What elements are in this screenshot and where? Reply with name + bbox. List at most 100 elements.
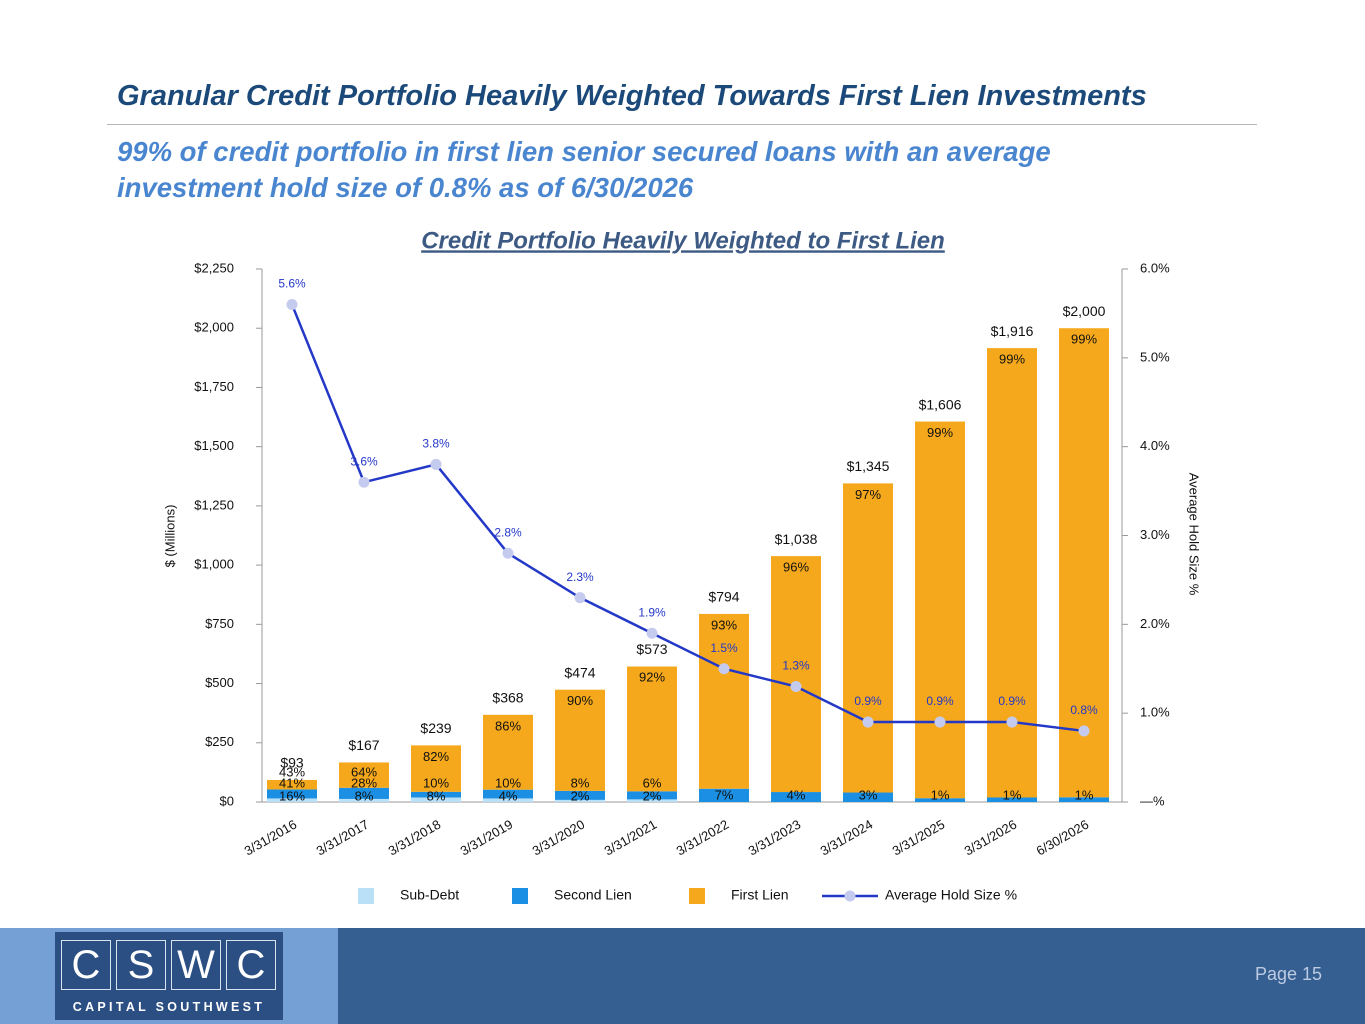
logo-letter: W — [171, 940, 221, 990]
share-label: 1% — [1075, 787, 1094, 802]
y-tick-label: $2,000 — [194, 320, 234, 335]
bar-segment — [987, 797, 1037, 802]
bar-segment — [771, 792, 821, 802]
logo-letter: C — [61, 940, 111, 990]
legend-label: Sub-Debt — [400, 887, 459, 903]
x-tick-label: 6/30/2026 — [1034, 817, 1092, 859]
bar-segment — [411, 791, 461, 798]
total-label: $1,916 — [991, 323, 1034, 339]
page-number: Page 15 — [1254, 964, 1322, 984]
bar-segment — [339, 798, 389, 802]
x-tick-label: 3/31/2016 — [242, 817, 300, 859]
share-label: 2% — [643, 788, 662, 803]
logo-letter: S — [116, 940, 166, 990]
bar-segment — [267, 798, 317, 802]
bar-segment — [843, 792, 893, 802]
legend-swatch — [358, 888, 374, 904]
share-label: 1% — [1003, 787, 1022, 802]
y-tick-label: $250 — [205, 734, 234, 749]
share-label: 97% — [855, 487, 881, 502]
bar-segment — [627, 666, 677, 792]
total-label: $573 — [636, 641, 667, 657]
share-label: 99% — [1071, 332, 1097, 347]
bar-segment — [267, 789, 317, 799]
share-label: 99% — [927, 425, 953, 440]
x-tick-label: 3/31/2021 — [602, 817, 660, 859]
bar-segment — [555, 689, 605, 791]
bar-segment — [627, 799, 677, 802]
y-tick-label: $1,250 — [194, 497, 234, 512]
bar-segment — [843, 483, 893, 793]
share-label: 64% — [351, 764, 377, 779]
x-tick-label: 3/31/2024 — [818, 817, 876, 859]
legend-swatch — [689, 888, 705, 904]
share-label: 6% — [643, 775, 662, 790]
x-tick-label: 3/31/2017 — [314, 817, 372, 859]
y-tick-label: $2,250 — [194, 260, 234, 275]
share-label: 86% — [495, 718, 521, 733]
x-tick-label: 3/31/2026 — [962, 817, 1020, 859]
line-label: 1.3% — [782, 659, 810, 673]
share-label: 41% — [279, 775, 305, 790]
total-label: $167 — [348, 737, 379, 753]
bar-segment — [339, 762, 389, 788]
y2-tick-label: 4.0% — [1140, 438, 1170, 453]
bar-segment — [339, 787, 389, 799]
y-axis-title: $ (Millions) — [162, 505, 177, 568]
bar-segment — [1059, 328, 1109, 798]
total-label: $93 — [280, 755, 304, 771]
bar-segment — [483, 798, 533, 802]
bar-segment — [267, 779, 317, 790]
slide-title: Granular Credit Portfolio Heavily Weight… — [117, 80, 1147, 112]
bar-segment — [771, 556, 821, 793]
total-label: $239 — [420, 720, 451, 736]
legend-label: First Lien — [731, 887, 789, 903]
line-label: 1.5% — [710, 641, 738, 655]
bar-segment — [987, 348, 1037, 798]
line-marker — [574, 592, 586, 604]
line-label: 0.9% — [926, 694, 954, 708]
line-marker — [934, 716, 946, 728]
legend-label: Second Lien — [554, 887, 632, 903]
share-label: 4% — [787, 787, 806, 802]
y-tick-label: $1,750 — [194, 379, 234, 394]
total-label: $474 — [564, 664, 595, 680]
total-label: $1,606 — [919, 396, 962, 412]
bar-segment — [699, 613, 749, 789]
line-label: 0.8% — [1070, 703, 1098, 717]
line-marker — [1078, 725, 1090, 737]
x-tick-label: 3/31/2018 — [386, 817, 444, 859]
y2-tick-label: —% — [1140, 793, 1165, 808]
y-tick-label: $1,500 — [194, 438, 234, 453]
y2-tick-label: 6.0% — [1140, 260, 1170, 275]
line-label: 0.9% — [998, 694, 1026, 708]
x-tick-label: 3/31/2025 — [890, 817, 948, 859]
y2-tick-label: 1.0% — [1140, 705, 1170, 720]
share-label: 3% — [859, 787, 878, 802]
share-label: 10% — [423, 775, 449, 790]
line-marker — [430, 458, 442, 470]
line-marker — [1006, 716, 1018, 728]
line-marker — [358, 476, 370, 488]
bar-segment — [411, 745, 461, 792]
y2-tick-label: 3.0% — [1140, 527, 1170, 542]
share-label: 8% — [355, 788, 374, 803]
line-marker — [502, 547, 514, 559]
y-tick-label: $500 — [205, 675, 234, 690]
line-marker — [646, 627, 658, 639]
bar-segment — [627, 791, 677, 800]
legend-swatch — [512, 888, 528, 904]
bar-segment — [483, 714, 533, 790]
y-tick-label: $0 — [220, 793, 234, 808]
line-marker — [718, 663, 730, 675]
share-label: 90% — [567, 693, 593, 708]
legend-label: Average Hold Size % — [885, 887, 1017, 903]
logo-letter: C — [226, 940, 276, 990]
share-label: 7% — [715, 787, 734, 802]
line-label: 2.8% — [494, 525, 522, 539]
share-label: 16% — [279, 788, 305, 803]
share-label: 4% — [499, 788, 518, 803]
total-label: $1,345 — [847, 458, 890, 474]
slide-subtitle: 99% of credit portfolio in first lien se… — [117, 136, 1051, 203]
share-label: 99% — [999, 352, 1025, 367]
